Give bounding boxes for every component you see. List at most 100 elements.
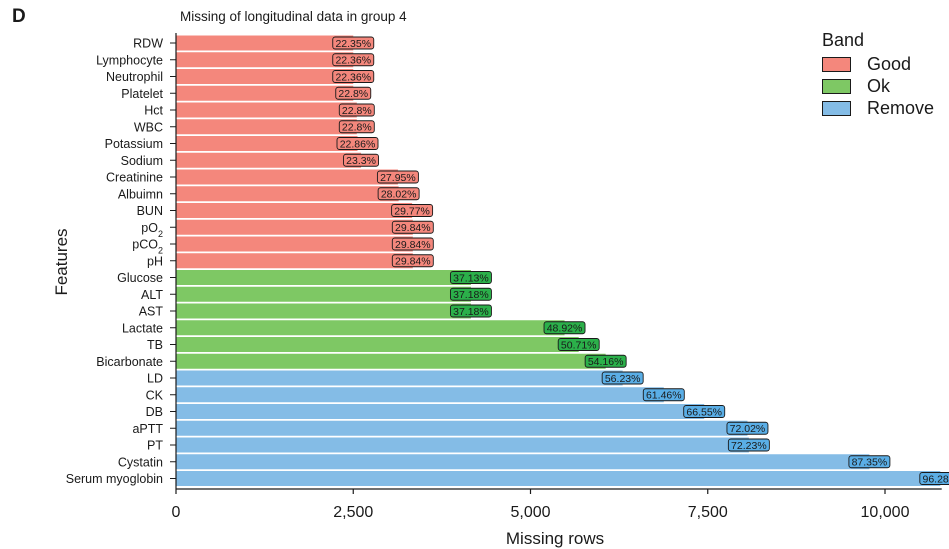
- bar-db: [176, 404, 705, 419]
- legend-item-ok: Ok: [822, 75, 949, 97]
- chart-title: Missing of longitudinal data in group 4: [180, 9, 407, 24]
- bar-neutrophil: [176, 69, 354, 84]
- data-label-box: [336, 137, 379, 150]
- y-axis-title: Features: [52, 228, 71, 295]
- legend-title: Band: [822, 30, 865, 50]
- legend-label-ok: Ok: [867, 75, 891, 96]
- legend-label-remove: Remove: [867, 97, 935, 118]
- data-label: 56.23%: [605, 373, 641, 385]
- bar-ck: [176, 387, 664, 403]
- data-label-box: [848, 455, 891, 469]
- category-label: pCO2: [132, 238, 163, 256]
- data-label: 23.3%: [346, 155, 376, 167]
- data-label: 61.46%: [646, 390, 682, 402]
- x-tick-label: 7,500: [688, 504, 728, 521]
- x-tick-label: 5,000: [510, 504, 550, 521]
- legend: Band Good Ok Remove: [822, 30, 949, 119]
- bar-ast: [176, 303, 471, 319]
- data-label-box: [543, 321, 586, 335]
- data-label-box: [601, 371, 644, 385]
- data-label-box: [642, 388, 685, 402]
- data-label: 29.84%: [395, 222, 431, 234]
- category-label: TB: [147, 338, 163, 352]
- category-label: Platelet: [121, 87, 163, 101]
- x-tick-label: 10,000: [861, 504, 910, 521]
- bar-ld: [176, 370, 623, 386]
- data-label: 96.28%: [922, 473, 949, 485]
- data-label-box: [449, 271, 492, 284]
- category-label: CK: [146, 388, 164, 402]
- data-label: 22.36%: [335, 55, 371, 67]
- bar-pco2: [176, 236, 413, 252]
- category-label: Hct: [144, 104, 163, 118]
- data-label-box: [332, 70, 375, 83]
- category-label: Albuimn: [118, 187, 163, 201]
- data-label: 22.86%: [340, 138, 376, 150]
- data-label-box: [727, 438, 770, 452]
- bar-lactate: [176, 320, 565, 336]
- data-label: 29.84%: [395, 239, 431, 251]
- bar-po2: [176, 219, 413, 235]
- bar-bicarbonate: [176, 353, 606, 369]
- data-label: 66.55%: [686, 406, 722, 418]
- category-label: Cystatin: [118, 455, 163, 469]
- bar-potassium: [176, 136, 358, 151]
- data-label: 72.02%: [730, 423, 766, 435]
- data-label-box: [557, 338, 600, 351]
- data-label: 22.8%: [342, 122, 372, 134]
- data-label-box: [391, 237, 434, 251]
- data-label: 54.16%: [588, 356, 624, 368]
- category-label: PT: [147, 439, 163, 453]
- category-label: aPTT: [132, 422, 163, 436]
- bar-creatinine: [176, 169, 398, 185]
- bar-hct: [176, 102, 357, 118]
- data-label: 28.02%: [381, 189, 417, 201]
- legend-swatch-good: [822, 56, 851, 72]
- data-label-box: [391, 220, 434, 234]
- data-label: 22.36%: [335, 71, 371, 83]
- bar-tb: [176, 337, 579, 352]
- data-label: 50.71%: [561, 339, 597, 351]
- category-label: Potassium: [105, 137, 163, 151]
- category-label: BUN: [137, 204, 163, 218]
- data-label: 22.8%: [342, 105, 372, 117]
- category-label: pO2: [141, 221, 163, 239]
- data-label-box: [391, 254, 434, 268]
- category-label: WBC: [134, 120, 163, 134]
- category-label: pH: [147, 254, 163, 268]
- bar-sodium: [176, 152, 362, 168]
- data-label-box: [338, 120, 375, 134]
- data-label-box: [377, 187, 420, 201]
- panel-letter: D: [12, 6, 26, 27]
- bar-albuimn: [176, 186, 399, 202]
- legend-item-remove: Remove: [822, 97, 949, 119]
- data-label: 22.35%: [335, 38, 371, 50]
- bar-pt: [176, 437, 749, 453]
- category-label: Serum myoglobin: [66, 472, 163, 486]
- data-label-box: [332, 53, 375, 67]
- legend-item-good: Good: [822, 53, 949, 75]
- data-label: 29.84%: [395, 256, 431, 268]
- category-label: DB: [146, 405, 163, 419]
- legend-label-good: Good: [867, 53, 912, 74]
- bar-wbc: [176, 119, 357, 135]
- data-label-box: [376, 170, 419, 184]
- category-label: ALT: [141, 288, 163, 302]
- x-tick-label: 0: [172, 504, 181, 521]
- category-label: RDW: [133, 37, 163, 51]
- bar-glucose: [176, 270, 471, 285]
- data-label: 87.35%: [852, 457, 888, 469]
- data-label-box: [343, 153, 379, 167]
- data-label-box: [332, 36, 375, 50]
- data-label: 29.77%: [394, 205, 430, 217]
- bar-alt: [176, 286, 471, 302]
- bar-cystatin: [176, 454, 870, 470]
- data-label: 72.23%: [731, 440, 767, 452]
- data-label: 37.13%: [453, 272, 489, 284]
- data-label: 37.18%: [453, 289, 489, 301]
- category-label: Creatinine: [106, 171, 163, 185]
- data-label: 27.95%: [380, 172, 416, 184]
- category-label: Neutrophil: [106, 70, 163, 84]
- category-label: Sodium: [121, 154, 163, 168]
